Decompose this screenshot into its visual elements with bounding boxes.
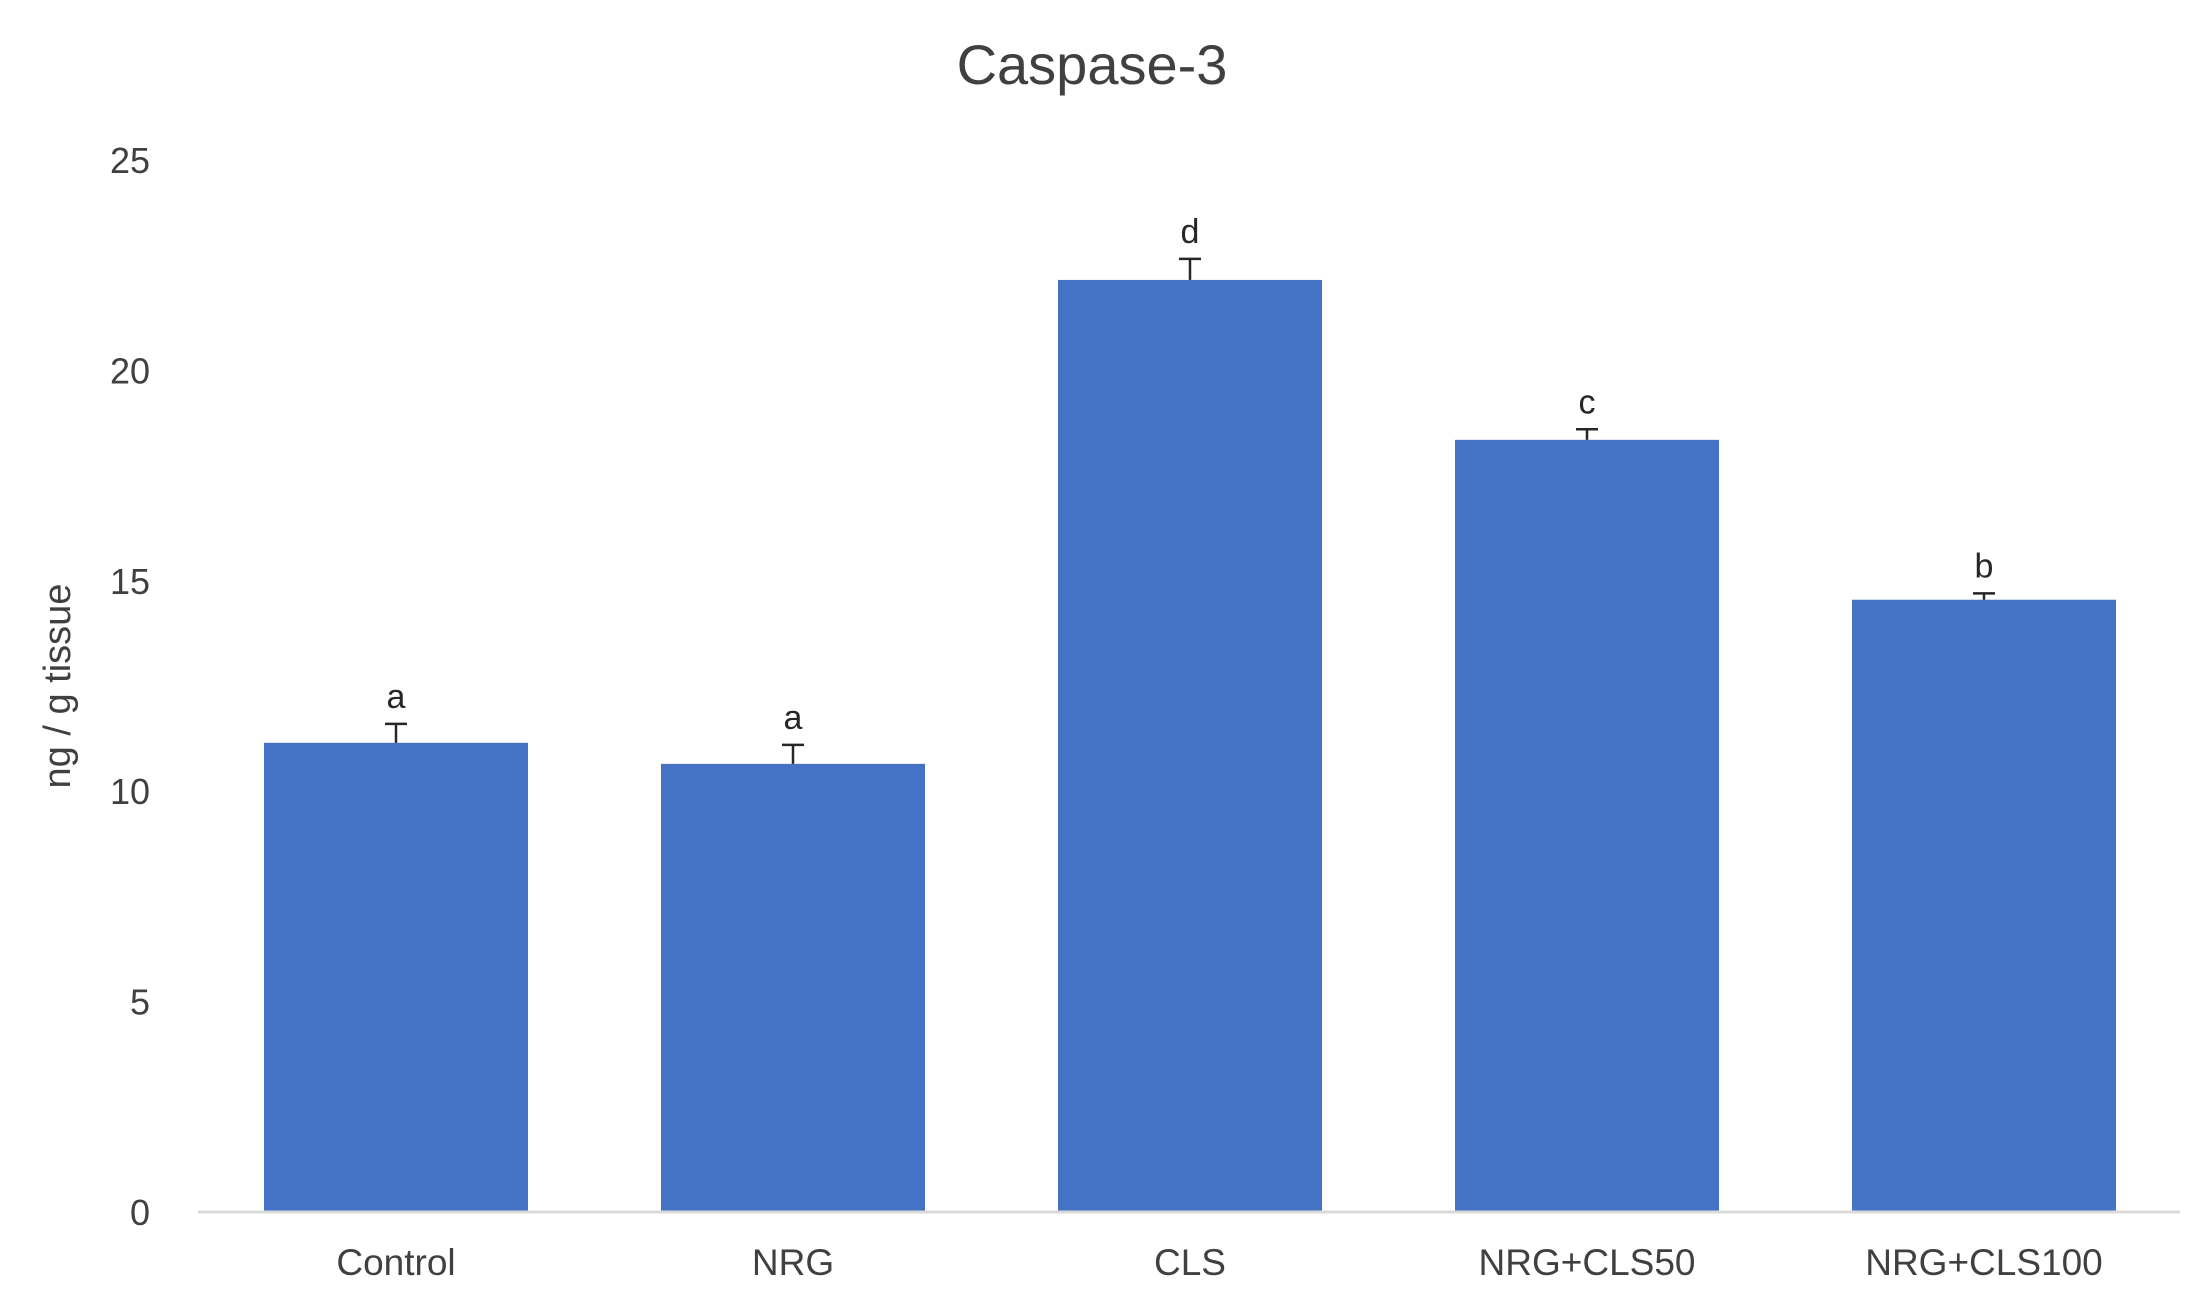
bar-control (264, 742, 528, 1212)
chart-title: Caspase-3 (957, 33, 1228, 96)
x-category-label: NRG (752, 1242, 834, 1283)
x-category-label: NRG+CLS100 (1865, 1242, 2103, 1283)
y-axis-ticks: 0 5 10 15 20 25 (110, 140, 150, 1233)
y-axis-label: ng / g tissue (37, 584, 79, 789)
bar-nrg-cls50 (1455, 439, 1719, 1212)
significance-label: b (1975, 547, 1994, 585)
significance-label: c (1579, 383, 1596, 421)
y-tick-label: 25 (110, 140, 150, 181)
bar-nrg (661, 763, 925, 1212)
bar-cls (1058, 279, 1322, 1213)
x-category-label: CLS (1154, 1242, 1226, 1283)
x-category-label: NRG+CLS50 (1479, 1242, 1696, 1283)
significance-label: a (784, 699, 803, 737)
bar-nrg-cls100 (1852, 599, 2116, 1212)
y-tick-label: 5 (130, 982, 150, 1023)
error-bars-group (385, 257, 1995, 764)
x-axis-category-labels: Control NRG CLS NRG+CLS50 NRG+CLS100 (336, 1242, 2102, 1283)
y-tick-label: 0 (130, 1192, 150, 1233)
x-category-label: Control (336, 1242, 455, 1283)
bars-group (264, 279, 2116, 1213)
y-tick-label: 10 (110, 771, 150, 812)
significance-label: a (387, 678, 406, 716)
y-tick-label: 15 (110, 561, 150, 602)
significance-labels-group: a a d c b (387, 213, 1994, 737)
significance-label: d (1181, 213, 1200, 251)
y-tick-label: 20 (110, 350, 150, 391)
